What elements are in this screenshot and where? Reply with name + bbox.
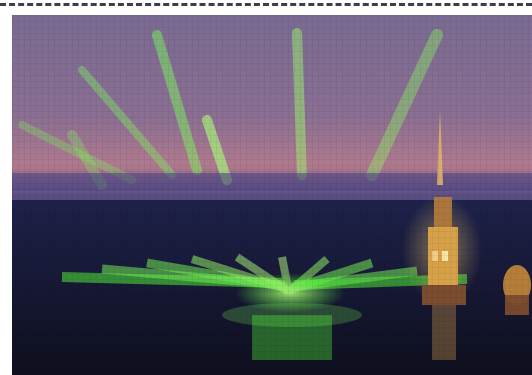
- night-laser-show-photo: [12, 15, 532, 375]
- compression-grid-texture: [12, 15, 532, 375]
- dashed-border-top: [0, 3, 532, 6]
